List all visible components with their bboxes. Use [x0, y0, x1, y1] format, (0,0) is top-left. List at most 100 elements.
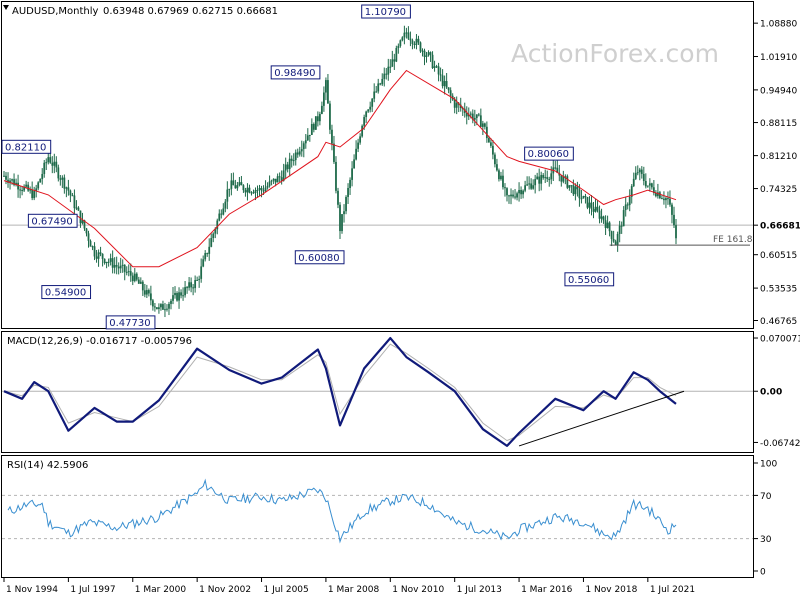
candle-body — [399, 40, 402, 46]
price-level-label-box — [41, 285, 92, 300]
candle-body — [538, 176, 541, 184]
candle-body — [441, 75, 444, 87]
candle-body — [29, 189, 32, 191]
price-y-tick-label: 0.74325 — [760, 185, 797, 195]
candle-body — [592, 208, 595, 212]
candle-body — [620, 225, 623, 227]
candle-body — [61, 177, 64, 180]
candle-body — [371, 98, 374, 107]
candle-body — [238, 182, 241, 186]
candle-body — [401, 37, 404, 41]
candle-body — [123, 264, 126, 272]
candle-body — [473, 117, 476, 120]
candle-body — [51, 162, 54, 166]
candle-body — [351, 168, 353, 180]
candle-body — [582, 196, 585, 199]
price-y-tick-label: 0.88115 — [760, 119, 797, 129]
candle-body — [656, 192, 659, 197]
candle-body — [97, 252, 100, 259]
candle-body — [345, 196, 347, 212]
candle-body — [256, 189, 259, 191]
candle-body — [298, 151, 301, 155]
rsi-line — [7, 478, 677, 544]
candle-body — [598, 210, 601, 219]
candle-body — [318, 113, 321, 122]
x-axis-tick-label: 1 Nov 2018 — [585, 585, 637, 595]
candle-body — [423, 50, 426, 57]
candle-body — [570, 185, 573, 187]
price-y-tick-label: 0.94940 — [760, 86, 797, 96]
candle-body — [415, 38, 418, 45]
candle-body — [232, 180, 235, 186]
candle-body — [530, 183, 533, 189]
candle-body — [7, 179, 9, 183]
price-level-label-box — [1, 139, 52, 154]
price-panel-frame — [1, 1, 754, 329]
candle-body — [192, 287, 195, 289]
candle-body — [33, 190, 36, 199]
candle-body — [536, 176, 539, 180]
candle-body — [158, 307, 160, 310]
macd-plot — [2, 337, 753, 447]
candle-body — [109, 258, 112, 262]
candle-body — [661, 198, 663, 200]
candle-body — [23, 186, 26, 191]
candle-body — [628, 196, 631, 206]
candle-body — [586, 197, 589, 208]
candle-body — [355, 148, 357, 160]
price-level-label: 0.55060 — [568, 275, 609, 286]
candle-body — [381, 78, 384, 85]
candle-body — [133, 273, 136, 282]
candle-body — [135, 273, 138, 280]
candle-body — [17, 182, 19, 190]
candle-body — [590, 202, 593, 209]
candle-body — [389, 66, 392, 68]
x-axis-tick-label: 1 Mar 2000 — [135, 585, 187, 595]
candle-body — [240, 182, 243, 186]
candle-body — [413, 43, 416, 45]
rsi-y-tick-label: 70 — [760, 492, 772, 502]
candle-body — [226, 189, 229, 202]
candle-body — [644, 181, 647, 187]
x-axis-tick-label: 1 Nov 2010 — [392, 585, 444, 595]
candle-body — [250, 192, 253, 194]
candle-body — [218, 213, 221, 221]
candle-body — [234, 185, 237, 189]
candle-body — [500, 175, 502, 180]
candle-body — [391, 59, 394, 67]
candle-body — [353, 159, 355, 169]
macd-title: MACD(12,26,9) -0.016717 -0.005796 — [7, 336, 192, 347]
candle-body — [373, 91, 376, 99]
price-level-label-box — [270, 65, 321, 80]
candle-body — [576, 186, 579, 190]
candle-body — [9, 180, 11, 183]
header-ohlc: 0.63948 0.67969 0.62715 0.66681 — [103, 6, 278, 17]
rsi-y-tick-label: 0 — [760, 568, 766, 578]
candle-body — [107, 261, 110, 263]
candle-body — [276, 176, 279, 183]
candle-body — [632, 178, 635, 187]
candle-body — [516, 193, 518, 198]
x-axis-tick-label: 1 Jul 1997 — [70, 585, 115, 595]
candle-body — [560, 175, 563, 182]
candle-body — [483, 123, 486, 127]
candle-body — [101, 253, 104, 259]
candle-body — [369, 106, 372, 110]
candle-body — [323, 92, 325, 106]
candle-body — [190, 282, 193, 288]
candle-body — [437, 66, 440, 75]
rsi-panel-frame — [1, 455, 754, 578]
candle-body — [341, 214, 343, 232]
candle-body — [524, 185, 527, 191]
price-level-label: 1.10790 — [365, 7, 406, 18]
candle-body — [578, 189, 581, 199]
candle-body — [99, 252, 102, 254]
candle-body — [224, 201, 227, 209]
candle-body — [383, 73, 386, 79]
candle-body — [139, 281, 142, 284]
candle-body — [614, 241, 617, 245]
candle-body — [115, 264, 118, 267]
price-y-tick-label: 0.46765 — [760, 317, 797, 327]
candle-body — [166, 308, 168, 310]
candle-body — [294, 152, 297, 161]
